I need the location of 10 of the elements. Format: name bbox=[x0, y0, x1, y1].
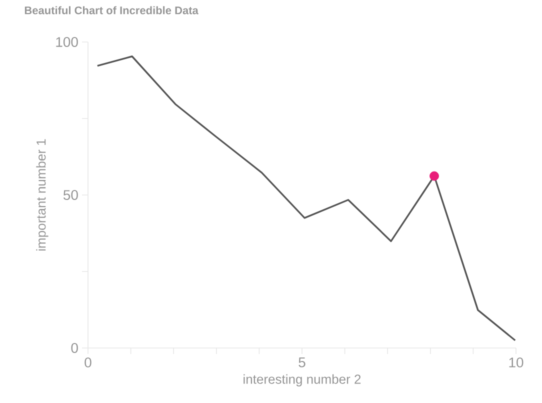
y-axis-title: important number 1 bbox=[36, 139, 48, 250]
x-tick-label: 5 bbox=[298, 358, 306, 368]
y-tick-label: 0 bbox=[71, 343, 78, 353]
line-series bbox=[96, 56, 516, 342]
y-tick-label: 50 bbox=[63, 190, 78, 200]
x-axis-title: interesting number 2 bbox=[244, 374, 361, 386]
x-tick-label: 0 bbox=[84, 358, 92, 368]
chart-title: Beautiful Chart of Incredible Data bbox=[24, 6, 198, 14]
y-tick-label: 100 bbox=[56, 37, 78, 47]
x-tick-label: 10 bbox=[509, 358, 524, 368]
